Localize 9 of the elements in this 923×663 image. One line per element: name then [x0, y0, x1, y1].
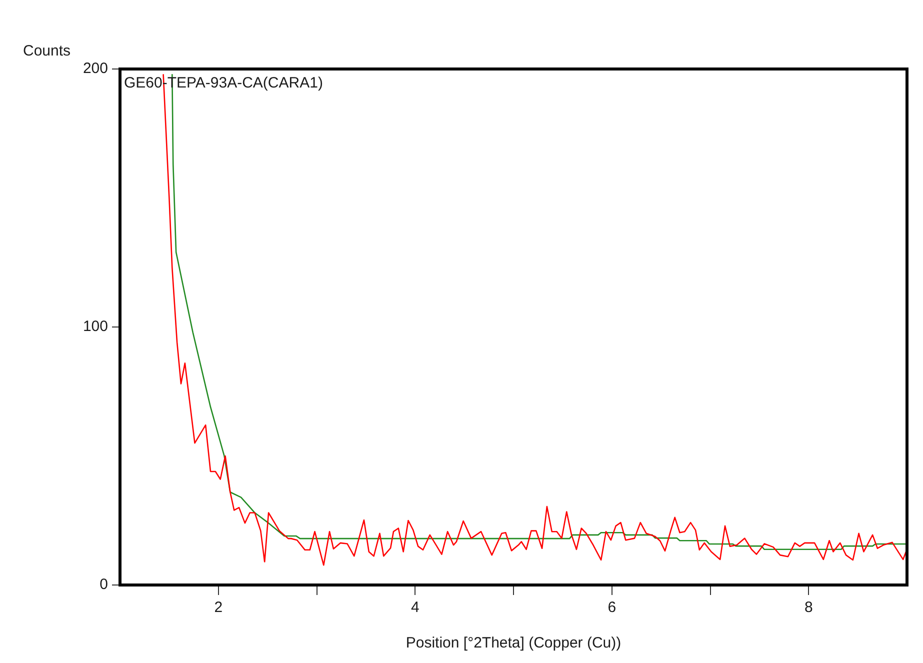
- x-tick-label: 6: [608, 599, 616, 616]
- y-tick-label: 100: [82, 318, 108, 336]
- x-tick-label: 4: [410, 599, 420, 616]
- x-tick-label: 2: [214, 599, 223, 616]
- y-tick-label: 200: [82, 60, 108, 78]
- y-tick-label: 0: [100, 576, 108, 594]
- y-axis-title: Counts: [23, 42, 71, 60]
- x-axis-title: Position [°2Theta] (Copper (Cu)): [406, 634, 622, 652]
- x-tick-label: 8: [804, 599, 813, 616]
